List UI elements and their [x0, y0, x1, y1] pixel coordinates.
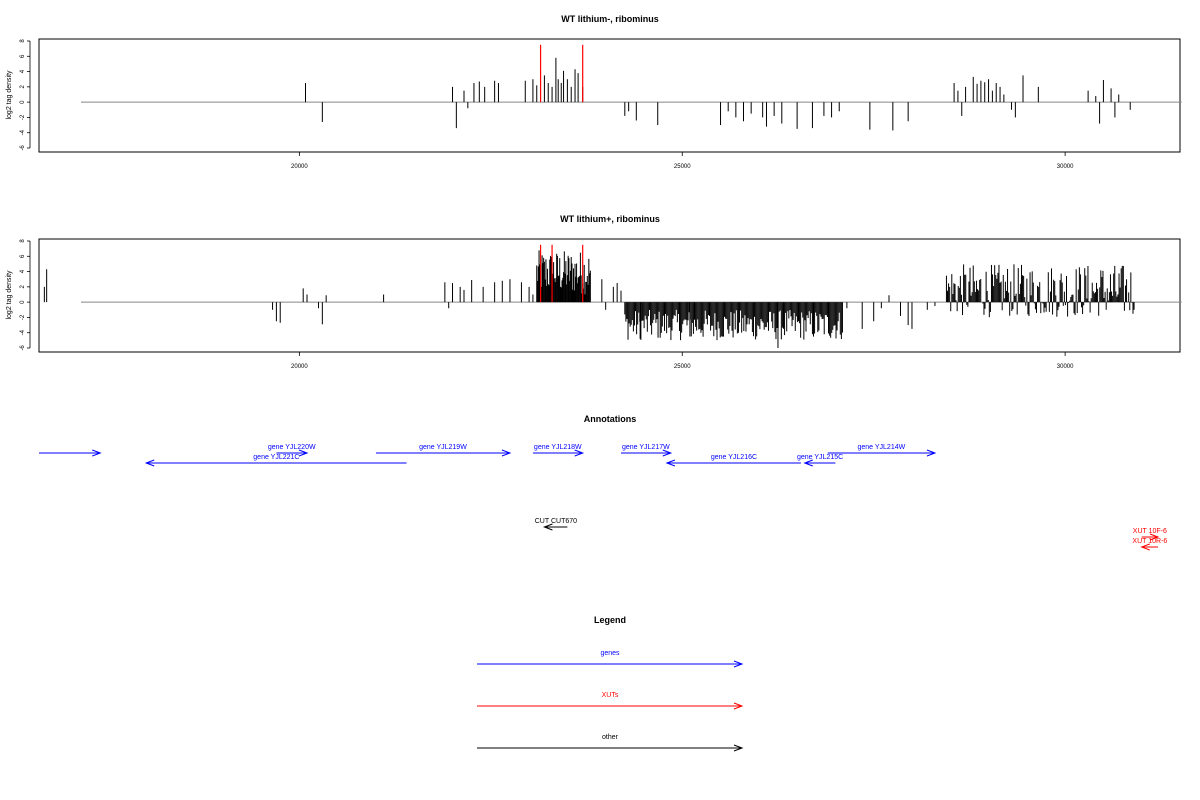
panel1-x-ticks: 20000 25000 30000	[291, 152, 1074, 170]
annotation-label: gene YJL216C	[711, 454, 757, 461]
x-tick-label: 25000	[674, 164, 691, 170]
panel1-title: WT lithium-, ribominus	[561, 14, 659, 24]
y-tick-label: 4	[20, 69, 26, 73]
y-tick-label: 8	[20, 39, 26, 43]
y-tick-label: 2	[20, 85, 26, 89]
panel2-bars	[43, 244, 1182, 348]
legend-label: other	[602, 734, 619, 741]
y-tick-label: -4	[20, 129, 26, 135]
x-tick-label: 20000	[291, 164, 308, 170]
annotation-arrow-gene	[39, 449, 102, 457]
annotation-label: XUT 10F-6	[1133, 528, 1167, 535]
legend-label: genes	[600, 650, 620, 657]
panel1-bars	[81, 44, 1182, 131]
annotation-label: gene YJL215C	[797, 454, 843, 461]
legend-arrow-gene	[477, 660, 744, 668]
annotation-label: gene YJL217W	[622, 444, 670, 451]
y-tick-label: 0	[20, 100, 26, 104]
panel1-frame	[38, 38, 1181, 153]
annotations-title: Annotations	[584, 414, 637, 424]
panel-lithium-minus: WT lithium-, ribominus 8 6 4 2 0 -2 -4 -6 20000…	[6, 14, 1182, 170]
x-tick-label: 30000	[1057, 364, 1074, 370]
annotation-arrow-other	[542, 523, 568, 531]
panel1-y-ticks: 8 6 4 2 0 -2 -4 -6	[20, 39, 31, 151]
annotation-arrow-gene	[665, 459, 801, 467]
annotation-arrow-xut	[1140, 543, 1158, 551]
annotation-arrow-gene	[375, 449, 512, 457]
annotation-label: gene YJL220W	[268, 444, 316, 451]
y-tick-label: 4	[20, 269, 26, 273]
annotation-label: XUT 10R-6	[1132, 538, 1167, 545]
panel2-frame	[38, 238, 1181, 353]
legend-label: XUTs	[602, 692, 619, 699]
panel2-y-ticks: 8 6 4 2 0 -2 -4 -6	[20, 239, 31, 351]
x-tick-label: 30000	[1057, 164, 1074, 170]
annotation-arrow-gene	[827, 449, 937, 457]
annotation-arrow-xut	[1141, 533, 1160, 541]
panel2-y-axis-label: log2 tag density	[6, 270, 13, 320]
y-tick-label: 8	[20, 239, 26, 243]
y-tick-label: -4	[20, 329, 26, 335]
annotation-arrow-gene	[803, 459, 836, 467]
y-tick-label: 6	[20, 54, 26, 58]
y-tick-label: -2	[20, 114, 26, 120]
annotation-arrow-gene	[620, 449, 673, 457]
y-tick-label: 6	[20, 254, 26, 258]
annotation-label: gene YJL219W	[419, 444, 467, 451]
panel2-x-ticks: 20000 25000 30000	[291, 352, 1074, 370]
y-tick-label: 0	[20, 300, 26, 304]
y-tick-label: 2	[20, 285, 26, 289]
annotation-arrow-gene	[532, 449, 585, 457]
annotation-label: gene YJL218W	[534, 444, 582, 451]
y-tick-label: -6	[20, 345, 26, 351]
y-tick-label: -6	[20, 145, 26, 151]
x-tick-label: 20000	[291, 364, 308, 370]
y-tick-label: -2	[20, 314, 26, 320]
annotation-features: gene YJL221C gene YJL220W gene YJL219W gene…	[39, 444, 1167, 551]
panel-lithium-plus: WT lithium+, ribominus 8 6 4 2 0 -2 -4 -6 20000…	[6, 214, 1182, 370]
x-tick-label: 25000	[674, 364, 691, 370]
legend-arrow-xut	[477, 702, 744, 710]
legend: Legend genes XUTs other	[477, 615, 744, 752]
legend-title: Legend	[594, 615, 626, 625]
panel2-title: WT lithium+, ribominus	[560, 214, 660, 224]
annotation-label: gene YJL221C	[253, 454, 299, 461]
annotation-label: CUT CUT670	[535, 518, 577, 525]
annotation-arrow-gene	[144, 459, 407, 467]
annotation-label: gene YJL214W	[857, 444, 905, 451]
legend-arrow-other	[477, 744, 744, 752]
panel1-y-axis-label: log2 tag density	[6, 70, 13, 120]
legend-items: genes XUTs other	[477, 650, 744, 752]
annotation-arrow-gene	[276, 449, 309, 457]
